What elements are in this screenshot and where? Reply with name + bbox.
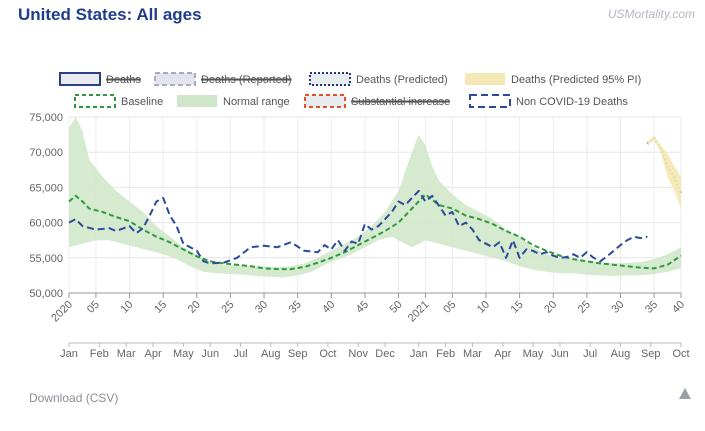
legend-item-deaths[interactable]: Deaths (59, 72, 141, 86)
brand-watermark: USMortality.com (607, 7, 695, 21)
legend-item-normal[interactable]: Normal range (177, 95, 290, 108)
x-week-tick-label: 30 (253, 299, 270, 316)
page-title: United States: All ages (18, 5, 202, 24)
chart-plot-area (68, 117, 683, 278)
x-week-tick-label: 35 (287, 299, 304, 316)
x-month-tick-label: Sep (641, 348, 661, 360)
x-month-tick-label: Oct (672, 348, 689, 360)
legend-label-reported: Deaths (Reported) (201, 74, 292, 86)
x-month-tick-label: Oct (319, 348, 336, 360)
legend-item-baseline[interactable]: Baseline (74, 94, 163, 108)
x-week-tick-label: 40 (670, 299, 687, 316)
x-month-tick-label: Jun (201, 348, 219, 360)
y-tick-label: 65,000 (29, 182, 63, 194)
y-tick-label: 50,000 (29, 288, 63, 300)
x-month-tick-label: Apr (145, 348, 162, 360)
series-deaths-predicted-95-pi-band (647, 136, 681, 209)
x-week-tick-label: 2020 (49, 299, 75, 325)
series-non-covid-19-deaths-line (68, 189, 648, 265)
x-week-tick-label: 20 (186, 299, 203, 316)
x-week-tick-label: 15 (152, 299, 169, 316)
x-month-tick-label: May (173, 348, 194, 360)
x-week-tick-label: 20 (542, 299, 559, 316)
legend-swatch-deaths (59, 72, 101, 86)
y-tick-label: 55,000 (29, 253, 63, 265)
legend-label-deaths: Deaths (106, 74, 141, 86)
x-week-tick-label: 50 (388, 299, 405, 316)
x-month-tick-label: Aug (611, 348, 631, 360)
x-week-tick-label: 2021 (406, 299, 432, 325)
x-week-tick-label: 30 (609, 299, 626, 316)
legend-label-pi: Deaths (Predicted 95% PI) (511, 74, 641, 86)
x-week-tick-label: 15 (509, 299, 526, 316)
x-month-tick-label: Jan (410, 348, 428, 360)
x-week-tick-label: 10 (119, 299, 136, 316)
triangle-up-icon[interactable] (679, 388, 691, 399)
x-week-tick-label: 40 (320, 299, 337, 316)
x-month-tick-label: Mar (117, 348, 136, 360)
legend-item-pi[interactable]: Deaths (Predicted 95% PI) (465, 73, 641, 86)
x-month-tick-label: Jan (60, 348, 78, 360)
legend-swatch-pi (465, 73, 505, 85)
x-month-tick-label: Apr (494, 348, 511, 360)
x-month-tick-label: Mar (463, 348, 482, 360)
legend-label-baseline: Baseline (121, 96, 163, 108)
legend-label-noncovid: Non COVID-19 Deaths (516, 96, 628, 108)
x-month-tick-label: Sep (288, 348, 308, 360)
download-csv-link[interactable]: Download (CSV) (29, 391, 119, 405)
x-month-tick-label: Feb (436, 348, 455, 360)
legend-item-reported[interactable]: Deaths (Reported) (154, 72, 292, 86)
legend-swatch-noncovid (469, 94, 511, 108)
series-normal-range-band (69, 117, 681, 278)
x-month-tick-label: Jun (551, 348, 569, 360)
x-month-tick-label: Aug (261, 348, 281, 360)
x-week-tick-label: 05 (441, 299, 458, 316)
x-month-tick-label: Dec (375, 348, 395, 360)
x-month-tick-label: Nov (348, 348, 368, 360)
x-week-tick-label: 25 (576, 299, 593, 316)
legend-swatch-baseline (74, 94, 116, 108)
x-week-tick-label: 05 (85, 299, 102, 316)
legend-item-substantial[interactable]: Substantial increase (304, 94, 451, 108)
legend-swatch-substantial (304, 94, 346, 108)
y-tick-label: 60,000 (29, 218, 63, 230)
x-week-tick-label: 45 (354, 299, 371, 316)
legend-item-noncovid[interactable]: Non COVID-19 Deaths (469, 94, 628, 108)
legend-swatch-normal (177, 95, 217, 107)
x-month-tick-label: Jul (583, 348, 597, 360)
y-tick-label: 75,000 (29, 112, 63, 124)
x-month-tick-label: Jul (233, 348, 247, 360)
chart-legend: Deaths Deaths (Reported) Deaths (Predicted… (59, 72, 641, 108)
x-week-tick-label: 35 (643, 299, 660, 316)
legend-label-predicted: Deaths (Predicted) (356, 74, 448, 86)
x-week-tick-label: 25 (219, 299, 236, 316)
x-month-tick-label: May (523, 348, 544, 360)
x-month-tick-label: Feb (90, 348, 109, 360)
legend-swatch-predicted (309, 72, 351, 86)
legend-label-normal: Normal range (223, 96, 290, 108)
x-week-tick-label: 10 (475, 299, 492, 316)
y-tick-label: 70,000 (29, 147, 63, 159)
series-baseline-line (68, 193, 682, 271)
legend-item-predicted[interactable]: Deaths (Predicted) (309, 72, 448, 86)
legend-swatch-reported (154, 72, 196, 86)
legend-label-substantial: Substantial increase (351, 96, 450, 108)
